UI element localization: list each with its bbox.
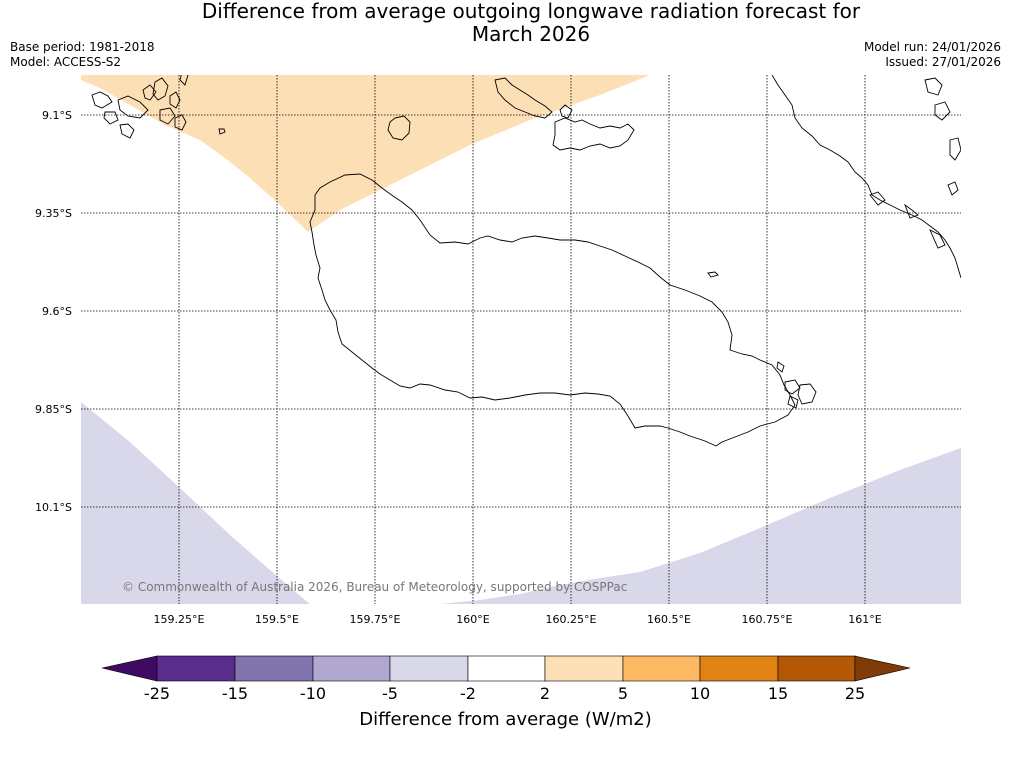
lat-label-2: 9.6°S [42, 305, 72, 318]
colorbar-tick-2: -10 [299, 684, 327, 703]
gridlines [81, 75, 961, 604]
colorbar-tick-1: -15 [221, 684, 249, 703]
colorbar-bin-3 [312, 655, 391, 682]
lon-label-5: 160.5°E [647, 613, 691, 626]
colorbar-tick-9: 25 [844, 684, 866, 703]
meta-right: Model run: 24/01/2026 Issued: 27/01/2026 [864, 40, 1001, 70]
lon-label-0: 159.25°E [153, 613, 205, 626]
coastline-islet [707, 271, 719, 278]
coastline-guadalcanal [309, 173, 796, 447]
lat-label-4: 10.1°S [35, 501, 72, 514]
lon-label-6: 160.75°E [741, 613, 793, 626]
title-line-2: March 2026 [471, 22, 591, 46]
colorbar-extend-high [854, 655, 911, 682]
colorbar [101, 655, 911, 682]
coastlines [91, 75, 961, 447]
lat-label-3: 9.85°S [35, 403, 72, 416]
lon-label-7: 161°E [848, 613, 882, 626]
lon-label-1: 159.5°E [255, 613, 299, 626]
colorbar-tick-6: 5 [617, 684, 629, 703]
positive-anomaly-region [81, 75, 650, 232]
colorbar-bin-1 [156, 655, 236, 682]
lat-label-0: 9.1°S [42, 109, 72, 122]
coastline-malaita-south [869, 191, 946, 249]
chart-title: Difference from average outgoing longwav… [0, 0, 1011, 46]
base-period: Base period: 1981-2018 [10, 40, 155, 54]
coastline-russell-islands [91, 75, 189, 139]
coastline-florida-islands [552, 104, 635, 151]
colorbar-tick-5: 2 [539, 684, 551, 703]
colorbar-bin-8 [699, 655, 779, 682]
colorbar-tick-7: 10 [689, 684, 711, 703]
colorbar-bin-6 [544, 655, 624, 682]
colorbar-bin-5 [467, 655, 546, 682]
lon-label-3: 160°E [456, 613, 490, 626]
colorbar-bin-2 [234, 655, 314, 682]
colorbar-tick-3: -5 [382, 684, 398, 703]
coastline-islet-2 [218, 128, 226, 135]
coastline-savo [387, 115, 411, 141]
colorbar-title: Difference from average (W/m2) [359, 709, 652, 730]
negative-anomaly-region [81, 402, 310, 604]
colorbar-bin-9 [777, 655, 856, 682]
colorbar-extend-low [101, 655, 158, 682]
coastline-malaita [771, 75, 961, 279]
colorbar-tick-4: -2 [460, 684, 476, 703]
colorbar-tick-8: 15 [767, 684, 789, 703]
coastline-nggela [494, 77, 553, 119]
lon-label-4: 160.25°E [545, 613, 597, 626]
negative-anomaly-region-east [440, 448, 961, 604]
title-line-1: Difference from average outgoing longwav… [201, 0, 861, 23]
coastline-marau-islets [776, 361, 817, 409]
issued-date: Issued: 27/01/2026 [885, 55, 1001, 69]
meta-left: Base period: 1981-2018 Model: ACCESS-S2 [10, 40, 155, 70]
coastline-malaita-north [924, 77, 961, 196]
lon-label-2: 159.75°E [349, 613, 401, 626]
model-run: Model run: 24/01/2026 [863, 40, 1001, 54]
lat-label-1: 9.35°S [35, 207, 72, 220]
colorbar-bin-7 [622, 655, 701, 682]
colorbar-tick-0: -25 [143, 684, 171, 703]
model-name: Model: ACCESS-S2 [10, 55, 122, 69]
colorbar-bin-4 [389, 655, 469, 682]
copyright-notice: © Commonwealth of Australia 2026, Bureau… [122, 580, 628, 594]
